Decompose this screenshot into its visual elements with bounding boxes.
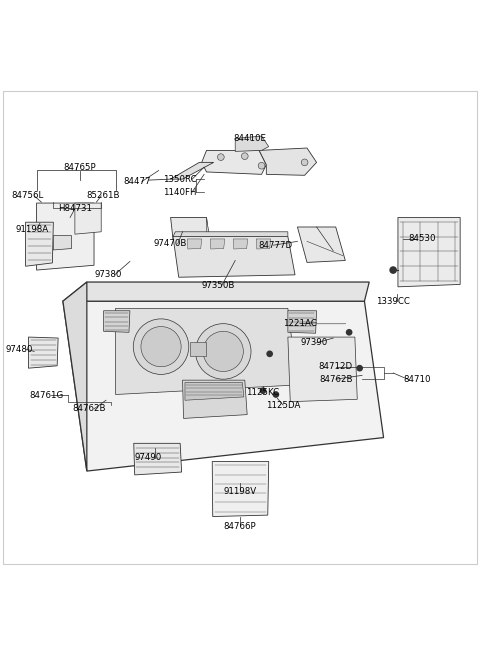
Polygon shape (190, 342, 206, 356)
Text: 84766P: 84766P (224, 521, 256, 531)
Polygon shape (170, 162, 214, 179)
Text: H84731: H84731 (58, 204, 92, 214)
Circle shape (241, 153, 248, 160)
Text: 84712D: 84712D (319, 362, 353, 371)
Circle shape (266, 350, 273, 357)
Polygon shape (63, 301, 384, 471)
Text: 97390: 97390 (300, 339, 328, 347)
Circle shape (301, 159, 308, 166)
Polygon shape (173, 232, 288, 236)
Circle shape (217, 154, 224, 160)
Text: 85261B: 85261B (87, 191, 120, 200)
Polygon shape (75, 203, 101, 234)
Polygon shape (298, 227, 345, 263)
Circle shape (389, 266, 397, 274)
Polygon shape (116, 309, 298, 394)
Text: 1221AC: 1221AC (283, 319, 317, 328)
Polygon shape (256, 239, 271, 249)
Text: 84762B: 84762B (319, 375, 352, 384)
Text: 84477: 84477 (123, 177, 151, 186)
Circle shape (273, 391, 279, 398)
Text: 97380: 97380 (95, 271, 122, 279)
Polygon shape (185, 383, 244, 400)
Circle shape (195, 324, 251, 379)
Polygon shape (173, 236, 295, 277)
Polygon shape (170, 217, 209, 239)
Polygon shape (36, 203, 94, 270)
Text: 84777D: 84777D (259, 240, 293, 250)
Circle shape (260, 387, 266, 394)
Text: 1339CC: 1339CC (376, 297, 410, 306)
Polygon shape (235, 136, 269, 151)
Text: 1350RC: 1350RC (163, 175, 197, 183)
Polygon shape (63, 282, 87, 471)
Text: 84765P: 84765P (63, 162, 96, 172)
Circle shape (141, 327, 181, 367)
Text: 91198A: 91198A (15, 225, 48, 234)
Polygon shape (288, 310, 317, 333)
Text: 84530: 84530 (408, 234, 436, 244)
Polygon shape (206, 217, 209, 236)
Text: 84756L: 84756L (11, 191, 43, 200)
Text: 97490: 97490 (134, 453, 162, 462)
Polygon shape (210, 239, 225, 249)
Polygon shape (53, 236, 72, 250)
Polygon shape (259, 148, 317, 176)
Polygon shape (63, 282, 369, 301)
Text: 1125KC: 1125KC (246, 388, 279, 397)
Text: 1125DA: 1125DA (266, 401, 300, 409)
Text: 97480: 97480 (5, 345, 33, 354)
Polygon shape (233, 239, 248, 249)
Polygon shape (25, 222, 53, 266)
Text: 84410E: 84410E (233, 134, 266, 143)
Text: 97350B: 97350B (202, 281, 235, 290)
Text: 97470B: 97470B (154, 239, 187, 248)
Polygon shape (134, 443, 181, 475)
Circle shape (356, 365, 363, 371)
Polygon shape (187, 239, 202, 249)
Polygon shape (182, 380, 247, 419)
Polygon shape (212, 462, 269, 517)
Circle shape (346, 329, 352, 335)
Text: 84762B: 84762B (72, 404, 106, 413)
Polygon shape (104, 310, 130, 332)
Text: 84761G: 84761G (29, 391, 63, 400)
Polygon shape (28, 337, 58, 368)
Circle shape (203, 331, 243, 371)
Text: 1140FH: 1140FH (163, 187, 197, 196)
Polygon shape (288, 337, 357, 402)
Circle shape (133, 319, 189, 375)
Polygon shape (202, 151, 266, 174)
Text: 91198V: 91198V (223, 487, 257, 496)
Circle shape (258, 162, 265, 169)
Polygon shape (398, 217, 460, 287)
Text: 84710: 84710 (403, 375, 431, 384)
